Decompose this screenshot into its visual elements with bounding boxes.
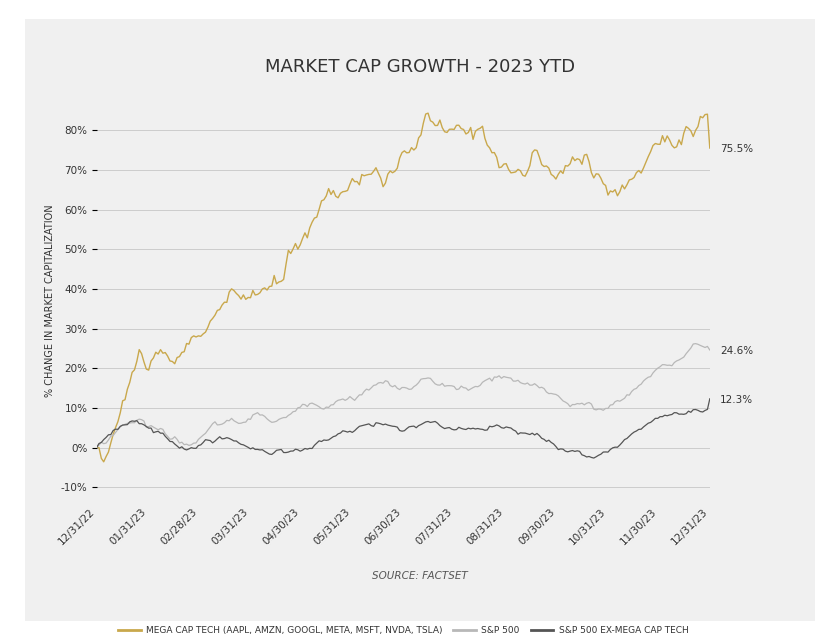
- Text: MARKET CAP GROWTH - 2023 YTD: MARKET CAP GROWTH - 2023 YTD: [265, 58, 575, 76]
- Legend: MEGA CAP TECH (AAPL, AMZN, GOOGL, META, MSFT, NVDA, TSLA), S&P 500, S&P 500 EX-M: MEGA CAP TECH (AAPL, AMZN, GOOGL, META, …: [114, 623, 692, 639]
- Y-axis label: % CHANGE IN MARKET CAPITALIZATION: % CHANGE IN MARKET CAPITALIZATION: [45, 205, 55, 397]
- Text: SOURCE: FACTSET: SOURCE: FACTSET: [372, 571, 468, 581]
